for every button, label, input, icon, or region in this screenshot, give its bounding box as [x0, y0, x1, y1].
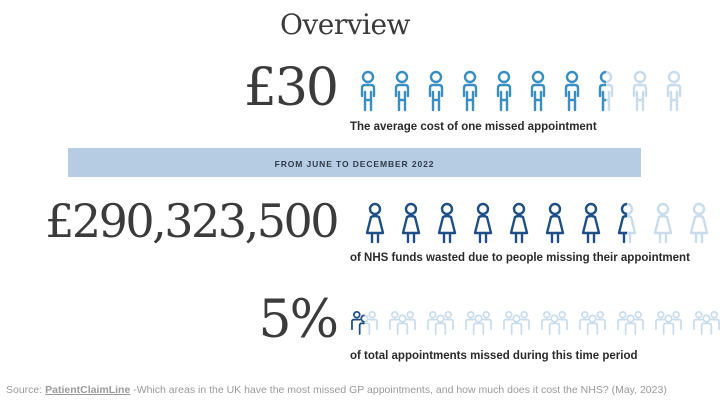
stat-value-missed-percent: 5%: [258, 290, 339, 350]
page-title: Overview: [279, 8, 411, 41]
people-icon-row-missed-percent: [350, 308, 720, 335]
stat-caption-average-cost: The average cost of one missed appointme…: [350, 121, 597, 133]
stat-caption-missed-percent: of total appointments missed during this…: [350, 350, 638, 362]
person-icon: [561, 70, 583, 112]
person-icon: [357, 70, 379, 112]
people-group-icon: [540, 308, 569, 335]
person-dress-icon: [472, 202, 494, 244]
people-group-icon: [578, 308, 607, 335]
person-dress-icon: [652, 202, 674, 244]
stat-value-average-cost: £30: [243, 58, 339, 118]
source-link[interactable]: PatientClaimLine: [45, 384, 131, 396]
person-icon-row-average-cost: [357, 70, 685, 112]
person-dress-icon: [508, 202, 530, 244]
person-icon: [629, 70, 651, 112]
source-text: -Which areas in the UK have the most mis…: [130, 384, 667, 396]
person-icon: [425, 70, 447, 112]
person-dress-icon: [688, 202, 710, 244]
people-group-icon: [464, 308, 493, 335]
person-icon: [459, 70, 481, 112]
person-icon: [595, 70, 617, 112]
people-group-icon: [350, 308, 379, 335]
person-dress-icon: [400, 202, 422, 244]
person-icon-row-funds-wasted: [364, 202, 710, 244]
person-dress-icon: [616, 202, 638, 244]
person-icon: [663, 70, 685, 112]
person-icon: [493, 70, 515, 112]
person-dress-icon: [364, 202, 386, 244]
person-icon: [391, 70, 413, 112]
people-group-icon: [388, 308, 417, 335]
date-range-label: FROM JUNE TO DECEMBER 2022: [274, 158, 435, 169]
stat-value-funds-wasted: £290,323,500: [45, 194, 339, 248]
people-group-icon: [616, 308, 645, 335]
person-dress-icon: [436, 202, 458, 244]
date-range-band: FROM JUNE TO DECEMBER 2022: [68, 148, 641, 177]
person-icon: [527, 70, 549, 112]
source-prefix: Source:: [6, 384, 46, 396]
people-group-icon: [654, 308, 683, 335]
person-dress-icon: [580, 202, 602, 244]
people-group-icon: [426, 308, 455, 335]
people-group-icon: [502, 308, 531, 335]
person-dress-icon: [544, 202, 566, 244]
stat-caption-funds-wasted: of NHS funds wasted due to people missin…: [350, 252, 690, 264]
people-group-icon: [692, 308, 720, 335]
source-citation: Source: PatientClaimLine -Which areas in…: [6, 384, 667, 396]
